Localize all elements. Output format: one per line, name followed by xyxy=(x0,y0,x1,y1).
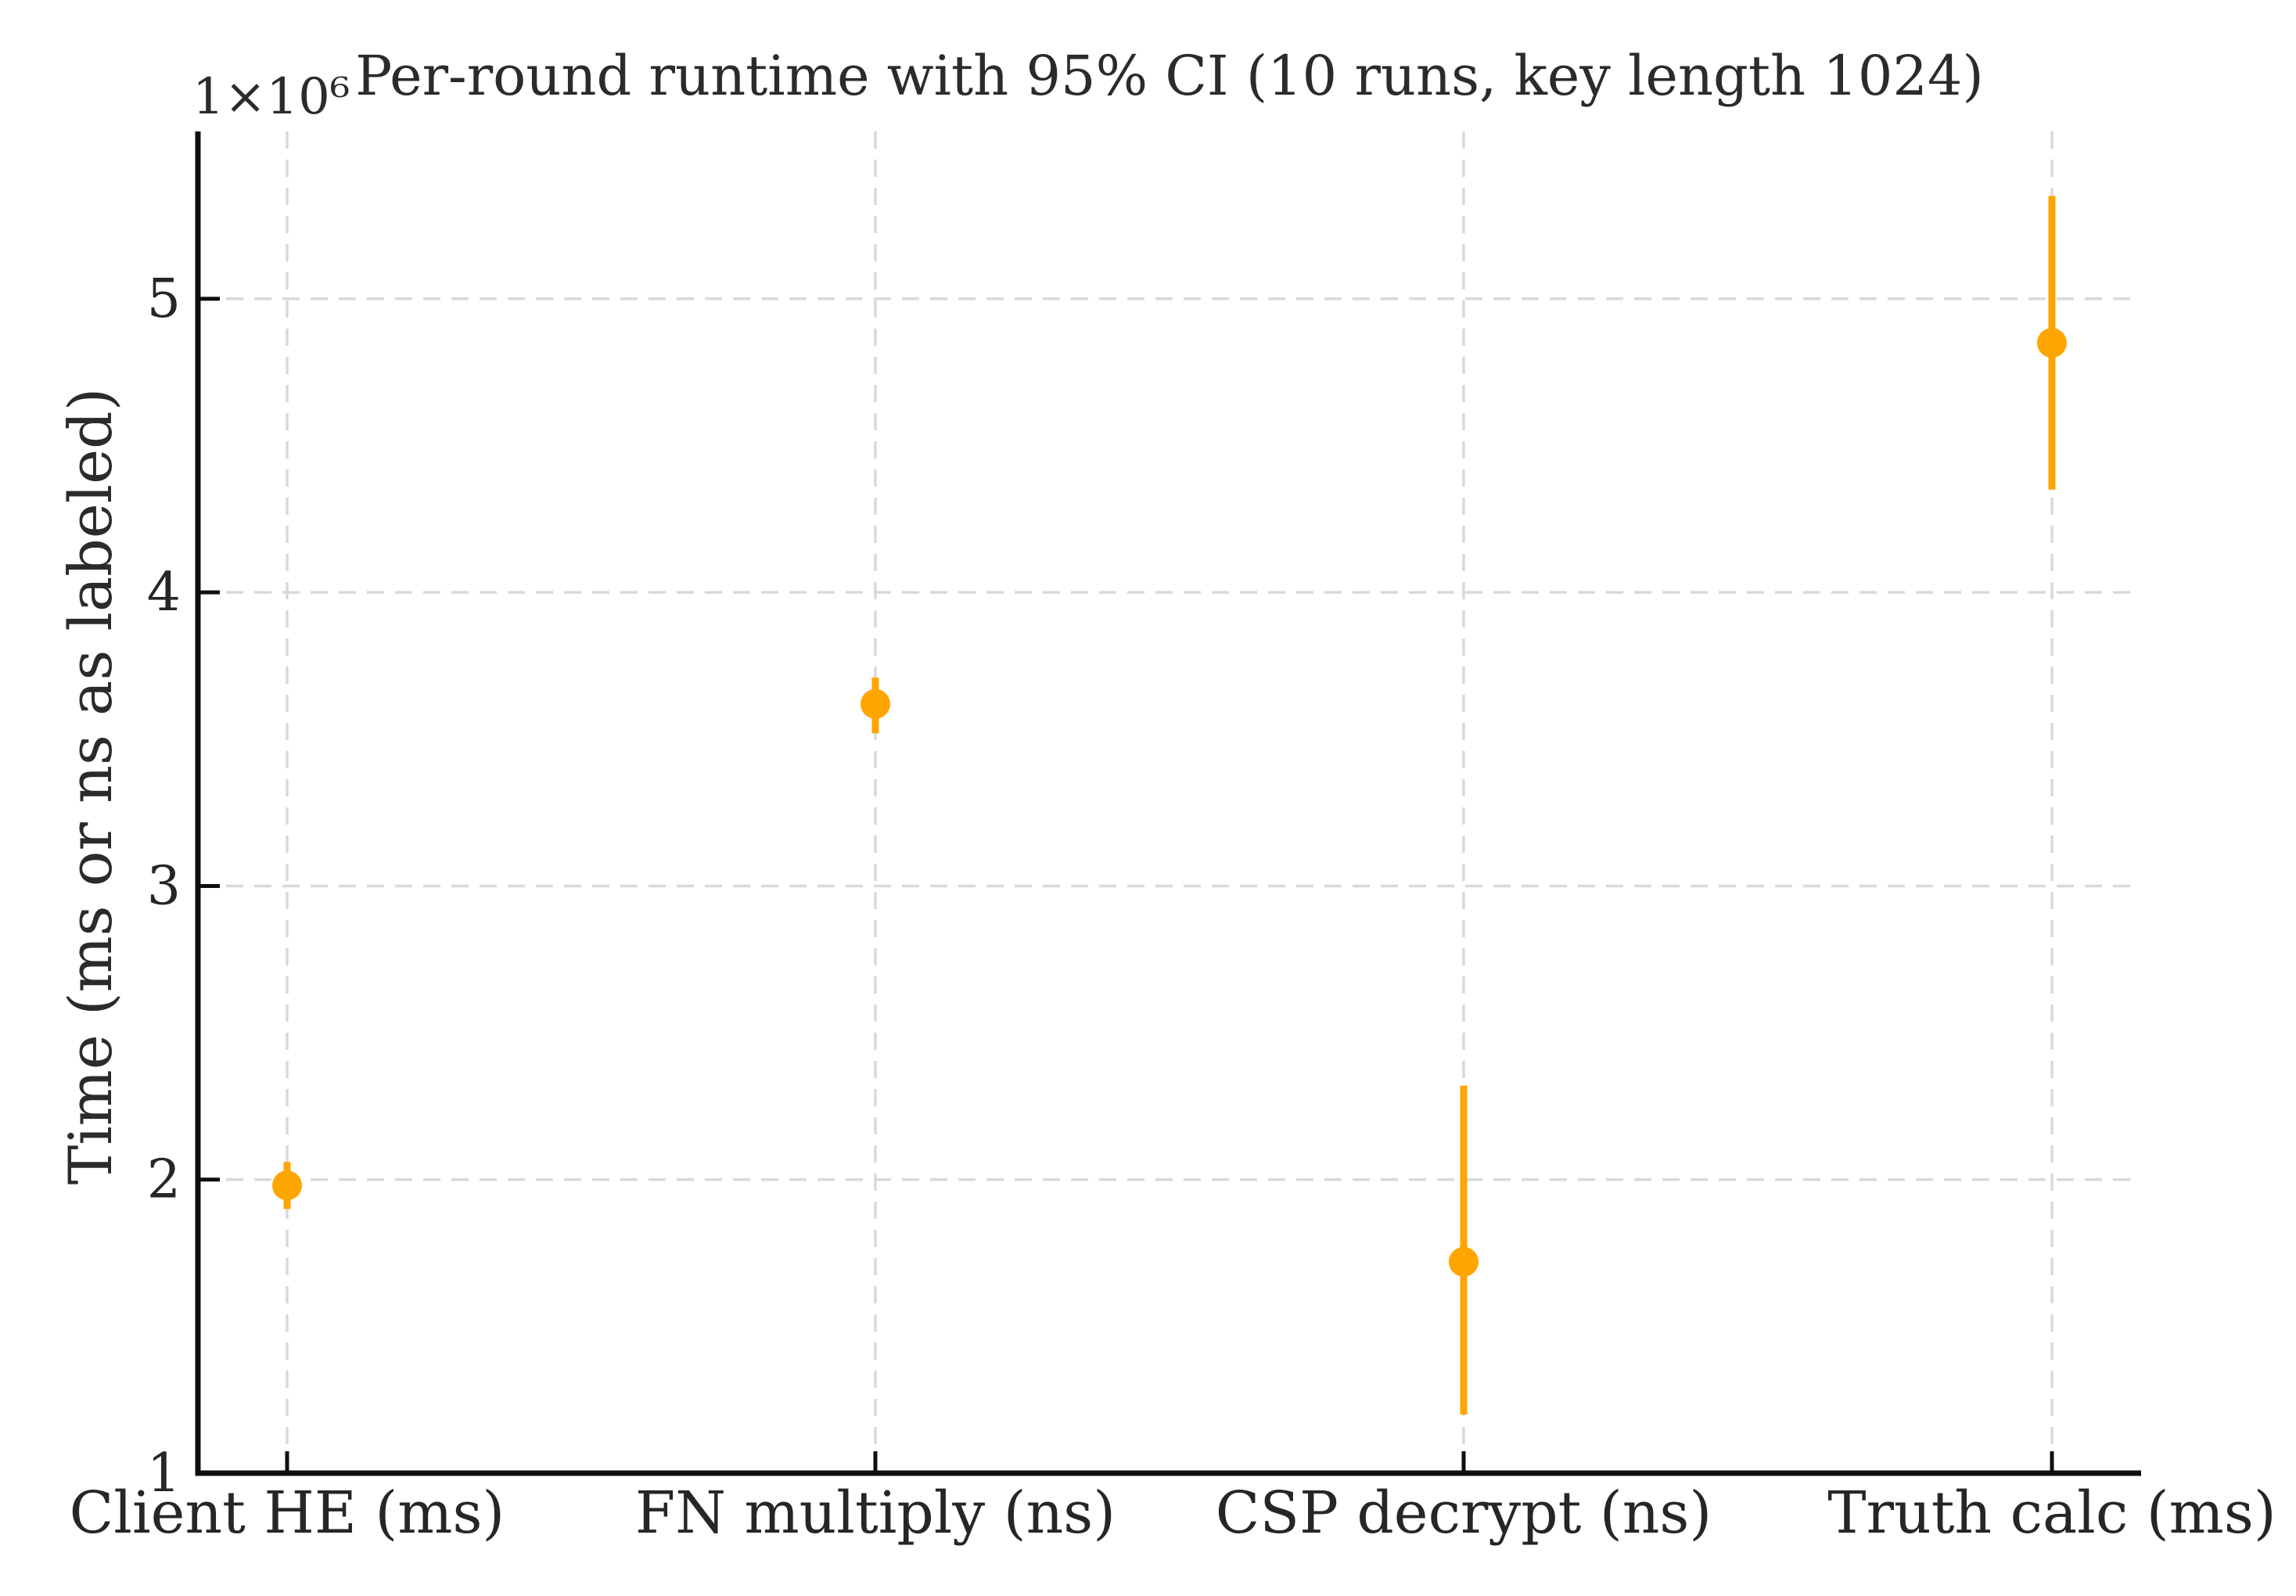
x-tick-label: FN multiply (ns) xyxy=(635,1479,1116,1547)
chart-title: Per-round runtime with 95% CI (10 runs, … xyxy=(355,44,1984,108)
data-point-marker xyxy=(861,688,890,719)
x-tick-label: CSP decrypt (ns) xyxy=(1216,1479,1712,1547)
data-point-marker xyxy=(1449,1246,1479,1277)
y-tick-label: 5 xyxy=(147,268,181,330)
y-axis-label: Time (ms or ns as labeled) xyxy=(56,387,125,1185)
data-point-marker xyxy=(272,1170,302,1201)
x-tick-label: Truth calc (ms) xyxy=(1827,1479,2276,1547)
data-point-marker xyxy=(2037,328,2067,358)
y-tick-label: 3 xyxy=(147,855,181,917)
x-tick-label: Client HE (ms) xyxy=(70,1479,505,1547)
y-axis-offset-label: 1×10⁶ xyxy=(192,68,350,126)
y-tick-label: 2 xyxy=(147,1149,181,1211)
y-tick-label: 1 xyxy=(147,1443,181,1504)
y-tick-label: 4 xyxy=(147,562,181,624)
